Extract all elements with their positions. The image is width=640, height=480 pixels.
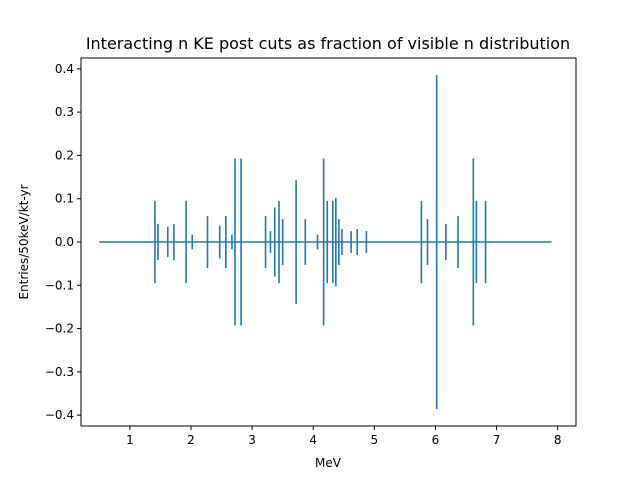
y-tick-label-8: 0.4 <box>55 62 74 76</box>
chart-title: Interacting n KE post cuts as fraction o… <box>86 34 570 53</box>
y-tick-label-6: 0.2 <box>55 148 74 162</box>
x-tick-label-3: 3 <box>248 433 256 447</box>
y-tick-label-1: −0.3 <box>45 365 74 379</box>
x-axis: 1 2 3 4 5 6 7 8 <box>126 426 561 447</box>
y-tick-label-0: −0.4 <box>45 408 74 422</box>
x-tick-label-2: 2 <box>187 433 195 447</box>
y-tick-label-2: −0.2 <box>45 322 74 336</box>
x-tick-label-6: 6 <box>432 433 440 447</box>
y-tick-label-3: −0.1 <box>45 278 74 292</box>
y-tick-label-5: 0.1 <box>55 192 74 206</box>
y-axis: −0.4 −0.3 −0.2 −0.1 0.0 0.1 0.2 0.3 0.4 <box>45 62 81 422</box>
x-tick-label-8: 8 <box>554 433 562 447</box>
plot-marks <box>99 74 552 410</box>
y-tick-label-4: 0.0 <box>55 235 74 249</box>
x-axis-label: MeV <box>315 456 342 470</box>
y-axis-label: Entries/50keV/kt-yr <box>17 184 31 299</box>
y-tick-label-7: 0.3 <box>55 105 74 119</box>
x-tick-label-5: 5 <box>371 433 379 447</box>
x-tick-label-1: 1 <box>126 433 134 447</box>
x-tick-label-4: 4 <box>309 433 317 447</box>
x-tick-label-7: 7 <box>493 433 501 447</box>
